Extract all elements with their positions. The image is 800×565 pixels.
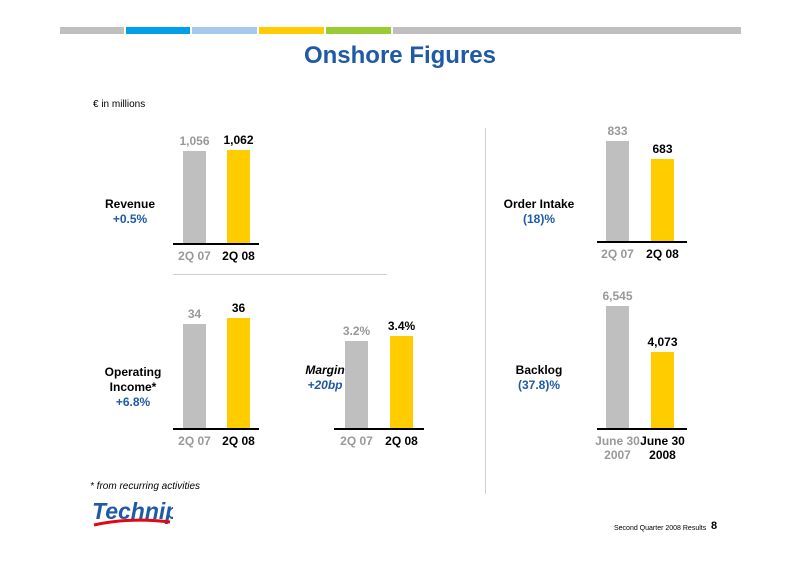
stripe-segment	[326, 27, 391, 34]
order-intake-change: (18)%	[522, 212, 555, 226]
category-label: June 30 2008	[640, 434, 685, 462]
footnote: * from recurring activities	[90, 481, 201, 492]
unit-note: € in millions	[93, 99, 146, 110]
backlog-name: Backlog	[515, 363, 563, 377]
data-label: 4,073	[647, 335, 678, 350]
horizontal-divider	[173, 274, 387, 275]
category-label: 2Q 07	[178, 434, 211, 448]
category-label: 2Q 08	[385, 434, 418, 448]
data-label: 1,056	[179, 133, 210, 148]
footer-text: Second Quarter 2008 Results	[614, 525, 707, 532]
category-label: 2Q 07	[601, 247, 634, 261]
data-label: 1,062	[223, 133, 254, 147]
page-number: 8	[711, 520, 718, 532]
technip-logo: Technip	[92, 498, 173, 527]
stripe-segment	[393, 27, 741, 34]
category-label: 2Q 07	[340, 434, 373, 448]
stripe-segment	[259, 27, 324, 34]
chart-baseline	[173, 428, 259, 430]
data-label: 833	[607, 124, 628, 138]
chart-baseline	[173, 243, 259, 245]
revenue-change: +0.5%	[112, 212, 148, 226]
margin-label: Margin +20bp	[290, 363, 360, 393]
bar-prior	[606, 141, 629, 241]
order-intake-label: Order Intake (18)%	[494, 197, 584, 227]
bar-prior	[606, 306, 629, 428]
bar-current	[227, 150, 250, 243]
stripe-segment	[126, 27, 190, 34]
bar-current	[651, 352, 674, 428]
bar-prior	[183, 324, 206, 428]
data-label: 3.2%	[342, 324, 371, 339]
category-label: 2Q 08	[646, 247, 679, 261]
category-label: 2Q 08	[222, 249, 255, 263]
bar-current	[390, 336, 413, 428]
operating-income-label: Operating Income* +6.8%	[88, 365, 178, 410]
stripe-segment	[192, 27, 257, 34]
chart-baseline	[597, 241, 687, 243]
margin-change: +20bp	[307, 378, 343, 392]
data-label: 34	[187, 307, 202, 322]
category-label: 2Q 07	[178, 249, 211, 263]
operating-income-change: +6.8%	[115, 395, 151, 409]
revenue-name: Revenue	[104, 197, 156, 211]
category-label: 2Q 08	[222, 434, 255, 448]
backlog-change: (37.8)%	[517, 378, 561, 392]
order-intake-name: Order Intake	[503, 197, 575, 211]
operating-income-name: Operating Income*	[104, 365, 162, 394]
bar-current	[651, 159, 674, 241]
bar-prior	[183, 150, 206, 243]
revenue-label: Revenue +0.5%	[95, 197, 165, 227]
backlog-label: Backlog (37.8)%	[494, 363, 584, 393]
data-label: 683	[652, 142, 673, 156]
bar-current	[227, 318, 250, 428]
category-label: June 30 2007	[595, 434, 640, 462]
chart-baseline	[334, 428, 424, 430]
vertical-divider	[485, 128, 486, 494]
chart-baseline	[597, 428, 687, 430]
bar-prior	[345, 341, 368, 428]
logo-swoosh	[93, 518, 171, 527]
data-label: 6,545	[602, 289, 633, 303]
data-label: 3.4%	[387, 319, 416, 333]
stripe-segment	[60, 27, 124, 34]
data-label: 36	[231, 301, 246, 315]
margin-name: Margin	[305, 363, 345, 377]
page-title: Onshore Figures	[303, 42, 497, 69]
